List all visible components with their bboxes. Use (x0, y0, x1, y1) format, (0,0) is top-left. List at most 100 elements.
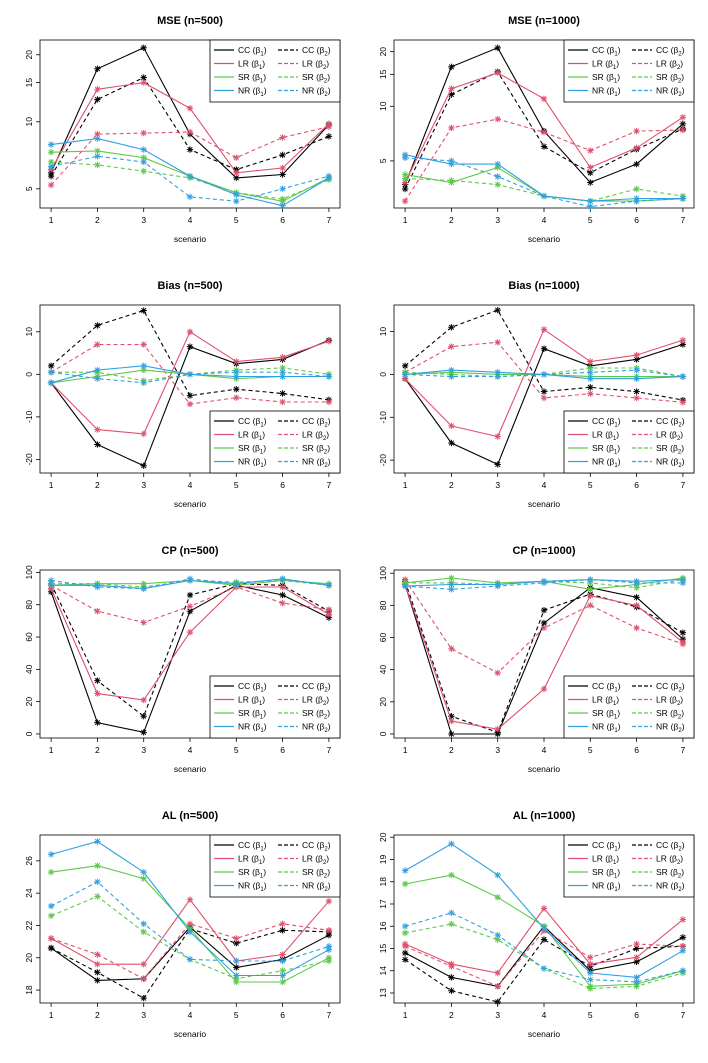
y-tick-label: 60 (378, 633, 388, 643)
data-point-NR_b2 (448, 157, 455, 165)
data-point-CC_b1 (633, 958, 640, 966)
y-tick-label: 0 (378, 731, 388, 736)
data-point-NR_b2 (233, 197, 240, 205)
x-tick-label: 1 (49, 1010, 54, 1020)
data-point-LR_b1 (279, 164, 286, 172)
legend-label: LR (β1) (238, 695, 265, 708)
x-tick-label: 7 (327, 1010, 332, 1020)
data-point-NR_b2 (494, 373, 501, 380)
legend-label: NR (β2) (656, 457, 685, 470)
data-point-CC_b1 (94, 977, 101, 984)
data-point-LR_b2 (494, 339, 501, 346)
data-point-LR_b1 (587, 592, 594, 599)
data-point-NR_b2 (633, 978, 640, 986)
legend-label: NR (β1) (592, 722, 621, 735)
chart-panel: Bias (n=500) -20 -10 0 10 1 2 3 4 5 6 7 scenario CC (… (0, 265, 354, 530)
data-point-CC_b1 (494, 461, 501, 468)
legend-label: CC (β2) (302, 45, 331, 58)
data-point-NR_b2 (633, 366, 640, 374)
legend-label: NR (β1) (592, 457, 621, 470)
data-point-NR_b2 (233, 369, 240, 376)
data-point-SR_b1 (494, 894, 501, 901)
data-point-LR_b1 (94, 961, 101, 968)
legend-label: NR (β1) (238, 722, 267, 735)
x-tick-label: 4 (188, 1010, 193, 1020)
x-tick-label: 1 (49, 215, 54, 225)
data-point-CC_b1 (140, 44, 147, 51)
x-tick-label: 3 (141, 1010, 146, 1020)
data-point-NR_b1 (401, 867, 409, 874)
y-tick-label: 20 (24, 697, 34, 707)
y-tick-label: 0 (378, 372, 388, 377)
chart-title: CP (n=500) (162, 545, 219, 557)
x-tick-label: 3 (495, 745, 500, 755)
data-point-LR_b2 (633, 940, 640, 948)
data-point-CC_b2 (448, 91, 455, 98)
data-point-NR_b2 (587, 369, 594, 376)
x-tick-label: 7 (327, 480, 332, 490)
data-point-NR_b2 (587, 203, 594, 210)
legend-label: SR (β2) (302, 708, 330, 721)
data-point-NR_b1 (47, 582, 55, 589)
data-point-NR_b1 (587, 197, 594, 205)
legend-label: CC (β2) (656, 681, 685, 694)
data-point-LR_b2 (94, 951, 101, 958)
data-point-LR_b2 (140, 341, 147, 348)
data-point-NR_b2 (401, 582, 409, 590)
data-point-NR_b1 (94, 366, 101, 374)
x-tick-label: 5 (234, 480, 239, 490)
data-point-NR_b1 (47, 379, 55, 387)
data-point-LR_b2 (401, 943, 409, 950)
data-point-NR_b2 (140, 379, 147, 387)
x-tick-label: 2 (95, 215, 100, 225)
y-tick-label: 15 (24, 78, 34, 88)
data-point-LR_b1 (633, 602, 640, 609)
data-point-LR_b1 (279, 583, 286, 591)
chart-title: CP (n=1000) (512, 545, 575, 557)
data-point-LR_b2 (325, 123, 333, 130)
data-point-LR_b1 (325, 337, 333, 345)
data-point-NR_b2 (140, 920, 147, 928)
chart-svg: MSE (n=1000) 5 10 15 20 1 2 3 4 5 6 7 scenario CC (β1… (378, 15, 695, 244)
chart-panel: Bias (n=1000) -20 -10 0 10 1 2 3 4 5 6 7 scenario CC … (354, 265, 708, 530)
y-tick-label: 10 (378, 101, 388, 111)
data-point-SR_b2 (494, 181, 501, 188)
chart-svg: AL (n=500) 18 20 22 24 26 1 2 3 4 5 6 7 scenario CC (β… (24, 810, 341, 1039)
legend-label: NR (β2) (656, 881, 685, 894)
legend-label: CC (β2) (656, 45, 685, 58)
data-point-NR_b2 (679, 373, 687, 380)
legend: CC (β1) CC (β2) LR (β1) LR (β2) SR (β1) SR (β… (563, 39, 695, 103)
y-tick-label: 60 (24, 632, 34, 642)
data-point-NR_b2 (325, 373, 333, 380)
x-tick-label: 7 (681, 480, 686, 490)
legend-label: SR (β2) (656, 867, 684, 880)
x-tick-label: 2 (95, 745, 100, 755)
data-point-LR_b2 (186, 128, 194, 136)
x-axis-label: scenario (528, 764, 560, 774)
chart-svg: AL (n=1000) 13 14 15 16 17 18 19 20 1 2 3 4 5 6 7 scenar… (378, 810, 695, 1039)
chart-svg: CP (n=500) 0 20 40 60 80 100 1 2 3 4 5 6 7 scenario CC … (24, 545, 341, 774)
y-tick-label: 5 (378, 158, 388, 163)
data-point-LR_b2 (140, 975, 147, 982)
data-point-NR_b2 (540, 192, 548, 200)
x-tick-label: 2 (449, 745, 454, 755)
data-point-LR_b1 (494, 69, 501, 76)
x-tick-label: 3 (141, 480, 146, 490)
data-point-NR_b2 (233, 957, 240, 965)
y-tick-label: 18 (24, 985, 34, 995)
data-point-CC_b1 (140, 462, 147, 469)
data-point-NR_b2 (47, 163, 55, 170)
chart-svg: Bias (n=1000) -20 -10 0 10 1 2 3 4 5 6 7 scenario CC … (378, 280, 695, 509)
data-point-LR_b2 (47, 935, 55, 942)
data-point-CC_b2 (186, 392, 194, 399)
x-tick-label: 3 (141, 745, 146, 755)
chart-panel: CP (n=1000) 0 20 40 60 80 100 1 2 3 4 5 6 7 scenario CC… (354, 530, 708, 795)
data-point-LR_b2 (140, 619, 147, 626)
series-line-CC_b2 (50, 928, 329, 999)
legend-label: LR (β1) (592, 854, 619, 867)
data-point-NR_b1 (448, 366, 455, 374)
legend-label: NR (β1) (238, 881, 267, 894)
data-point-NR_b2 (325, 172, 333, 180)
data-point-NR_b2 (233, 580, 240, 587)
x-tick-label: 3 (141, 215, 146, 225)
